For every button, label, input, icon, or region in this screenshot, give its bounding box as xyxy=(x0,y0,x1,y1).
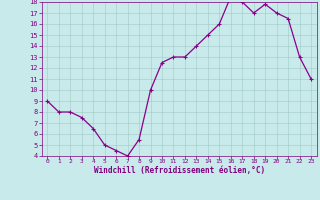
X-axis label: Windchill (Refroidissement éolien,°C): Windchill (Refroidissement éolien,°C) xyxy=(94,166,265,175)
